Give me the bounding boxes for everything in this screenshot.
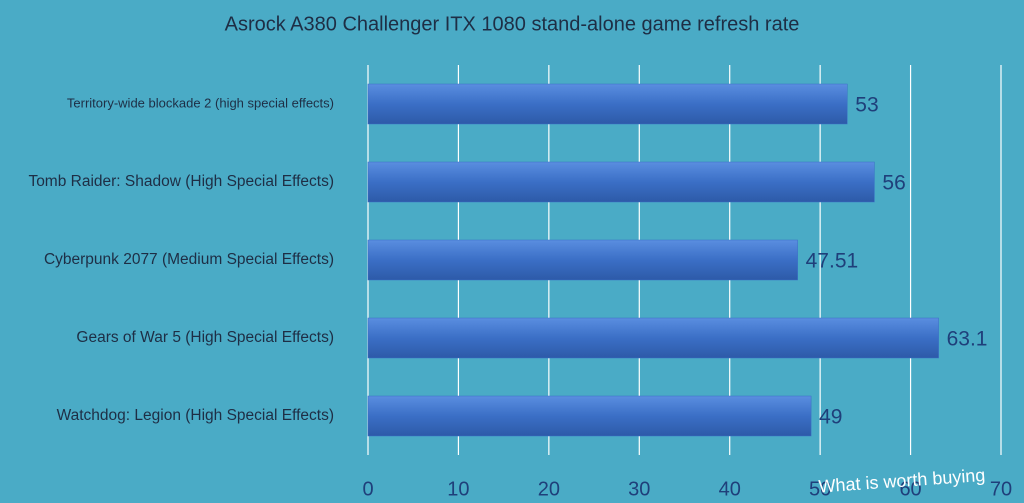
x-tick-label: 50 xyxy=(809,478,831,500)
chart-title: Asrock A380 Challenger ITX 1080 stand-al… xyxy=(225,13,800,35)
x-tick-label: 70 xyxy=(990,478,1012,500)
x-tick-label: 30 xyxy=(628,478,650,500)
bar xyxy=(367,239,798,281)
bar xyxy=(367,317,939,359)
value-label: 47.51 xyxy=(806,250,859,273)
y-tick-label: Cyberpunk 2077 (Medium Special Effects) xyxy=(44,251,334,268)
value-label: 63.1 xyxy=(947,328,988,351)
x-tick-label: 20 xyxy=(538,478,560,500)
bar xyxy=(367,161,875,203)
y-tick-label: Territory-wide blockade 2 (high special … xyxy=(67,95,334,110)
x-tick-label: 40 xyxy=(719,478,741,500)
y-tick-label: Watchdog: Legion (High Special Effects) xyxy=(57,407,334,424)
value-label: 56 xyxy=(882,172,905,195)
bar xyxy=(367,83,848,125)
bar xyxy=(367,395,812,437)
x-tick-label: 10 xyxy=(447,478,469,500)
y-tick-label: Tomb Raider: Shadow (High Special Effect… xyxy=(28,173,334,190)
value-label: 49 xyxy=(819,406,842,429)
x-tick-label: 60 xyxy=(899,478,921,500)
value-label: 53 xyxy=(855,94,878,117)
y-tick-label: Gears of War 5 (High Special Effects) xyxy=(76,329,334,346)
x-tick-label: 0 xyxy=(362,478,373,500)
